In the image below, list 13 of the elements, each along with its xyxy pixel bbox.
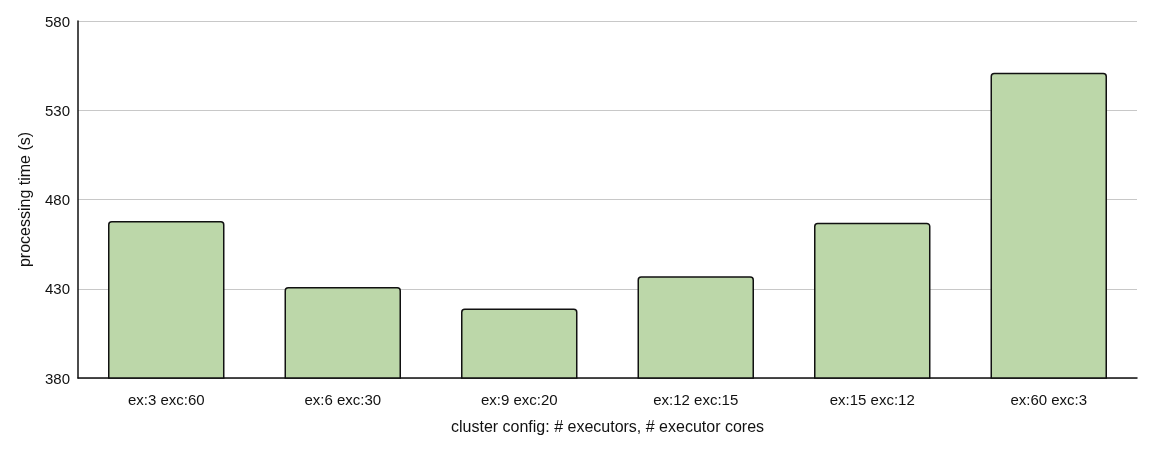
x-axis-title: cluster config: # executors, # executor cores [450,417,765,435]
y-axis-title: processing time (s) [15,131,33,268]
x-tick-label: ex:9 exc:20 [480,391,558,408]
y-tick-label: 380 [44,369,70,387]
x-tick-label: ex:6 exc:30 [304,391,382,408]
x-tick-label: ex:15 exc:12 [829,391,915,408]
y-tick-label: 430 [44,280,70,298]
y-tick-label: 580 [44,12,70,30]
x-tick-label: ex:3 exc:60 [127,391,205,408]
y-tick-label: 530 [44,101,70,119]
x-tick-label: ex:60 exc:3 [1010,391,1088,408]
x-tick-label: ex:12 exc:15 [653,391,739,408]
y-tick-label: 480 [44,191,70,208]
